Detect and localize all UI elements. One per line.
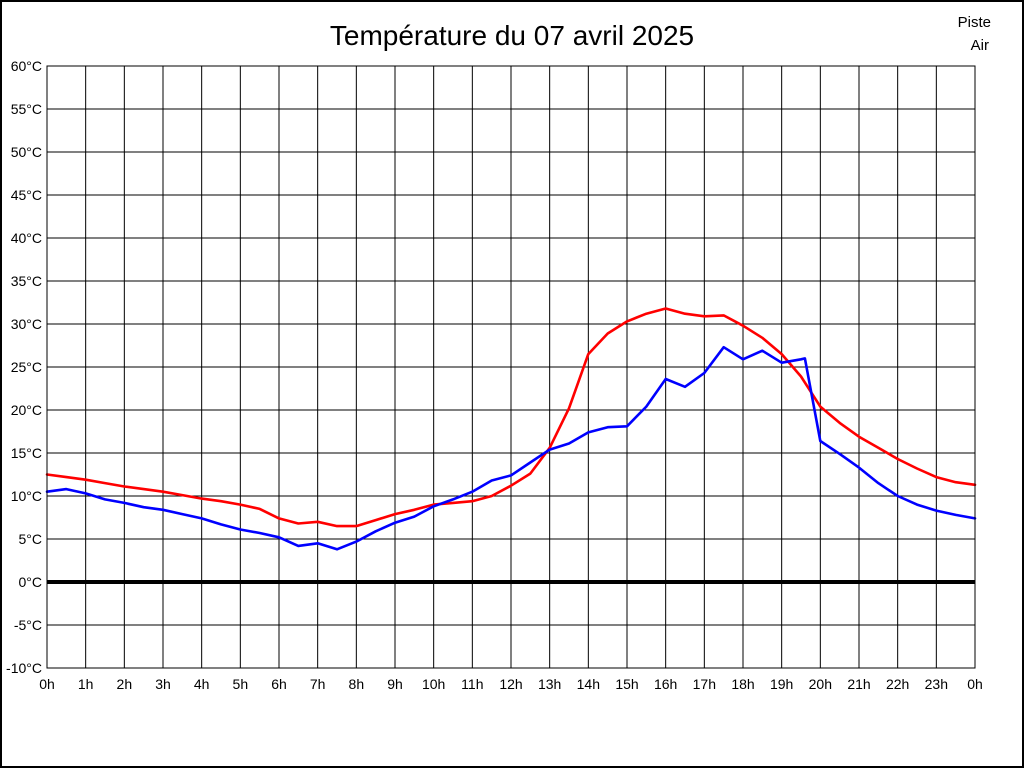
y-axis-labels: 60°C 55°C 50°C 45°C 40°C 35°C 30°C 25°C 20°C 15°C… <box>6 58 42 676</box>
x-axis-labels: 0h 1h 2h 3h 4h 5h 6h 7h 8h 9h 10h 11h 12h 13h 14h 15h 16… <box>39 676 983 692</box>
x-tick-label: 9h <box>387 676 403 692</box>
y-tick-label: -5°C <box>14 617 42 633</box>
x-tick-label: 21h <box>847 676 870 692</box>
chart-title: Température du 07 avril 2025 <box>330 20 694 51</box>
x-tick-label: 12h <box>499 676 522 692</box>
grid <box>46 65 976 669</box>
x-tick-label: 2h <box>117 676 133 692</box>
y-tick-label: 30°C <box>11 316 42 332</box>
legend-label-air: Air <box>971 37 989 54</box>
y-tick-label: 20°C <box>11 402 42 418</box>
y-tick-label: 0°C <box>19 574 43 590</box>
y-tick-label: 55°C <box>11 101 42 117</box>
y-tick-label: 60°C <box>11 58 42 74</box>
x-tick-label: 0h <box>967 676 983 692</box>
data-series <box>45 307 977 551</box>
x-tick-label: 15h <box>615 676 638 692</box>
x-tick-label: 17h <box>693 676 716 692</box>
x-tick-label: 6h <box>271 676 287 692</box>
x-tick-label: 22h <box>886 676 909 692</box>
x-tick-label: 18h <box>731 676 754 692</box>
plot-border <box>46 65 976 669</box>
x-tick-label: 14h <box>577 676 600 692</box>
y-tick-label: 45°C <box>11 187 42 203</box>
y-tick-label: 5°C <box>19 531 43 547</box>
y-tick-label: -10°C <box>6 660 42 676</box>
legend-label-piste: Piste <box>958 14 991 31</box>
x-tick-label: 5h <box>233 676 249 692</box>
x-tick-label: 16h <box>654 676 677 692</box>
x-tick-label: 1h <box>78 676 94 692</box>
series-line-air <box>45 345 977 551</box>
y-tick-label: 50°C <box>11 144 42 160</box>
x-tick-label: 3h <box>155 676 171 692</box>
x-tick-label: 10h <box>422 676 445 692</box>
x-tick-label: 23h <box>925 676 948 692</box>
x-tick-label: 4h <box>194 676 210 692</box>
y-tick-label: 35°C <box>11 273 42 289</box>
y-tick-label: 15°C <box>11 445 42 461</box>
series-line-piste <box>45 307 977 528</box>
x-tick-label: 0h <box>39 676 55 692</box>
x-tick-label: 11h <box>461 676 483 692</box>
x-tick-label: 20h <box>809 676 832 692</box>
x-tick-label: 19h <box>770 676 793 692</box>
y-tick-label: 40°C <box>11 230 42 246</box>
y-tick-label: 10°C <box>11 488 42 504</box>
x-tick-label: 7h <box>310 676 326 692</box>
y-tick-label: 25°C <box>11 359 42 375</box>
x-tick-label: 13h <box>538 676 561 692</box>
legend: Piste Air <box>958 14 991 54</box>
x-tick-label: 8h <box>349 676 365 692</box>
